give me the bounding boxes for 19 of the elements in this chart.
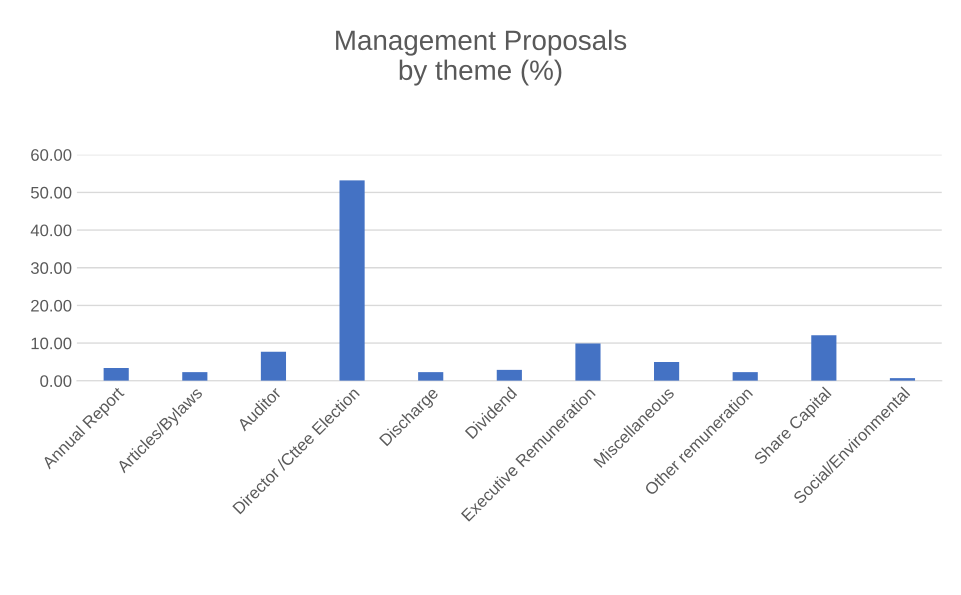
y-tick-label: 60.00 [31, 149, 72, 161]
bar [339, 180, 365, 381]
y-tick-label: 40.00 [30, 224, 72, 236]
bar [890, 378, 916, 381]
y-tick-label: 10.00 [32, 338, 72, 350]
bar [104, 368, 129, 381]
bar [182, 372, 208, 381]
y-tick-label: 20.00 [31, 300, 72, 312]
y-tick-label: 50.00 [30, 186, 72, 199]
y-tick-label: 0.00 [40, 375, 72, 388]
bar [260, 352, 286, 381]
chart-title: Management Proposals by theme (%) [336, 30, 626, 86]
bar [418, 372, 444, 381]
bar [654, 362, 680, 381]
y-tick-label: 30.00 [30, 262, 72, 274]
bar [811, 335, 836, 381]
bar [496, 370, 522, 381]
bar [732, 372, 758, 381]
bar [575, 343, 601, 381]
